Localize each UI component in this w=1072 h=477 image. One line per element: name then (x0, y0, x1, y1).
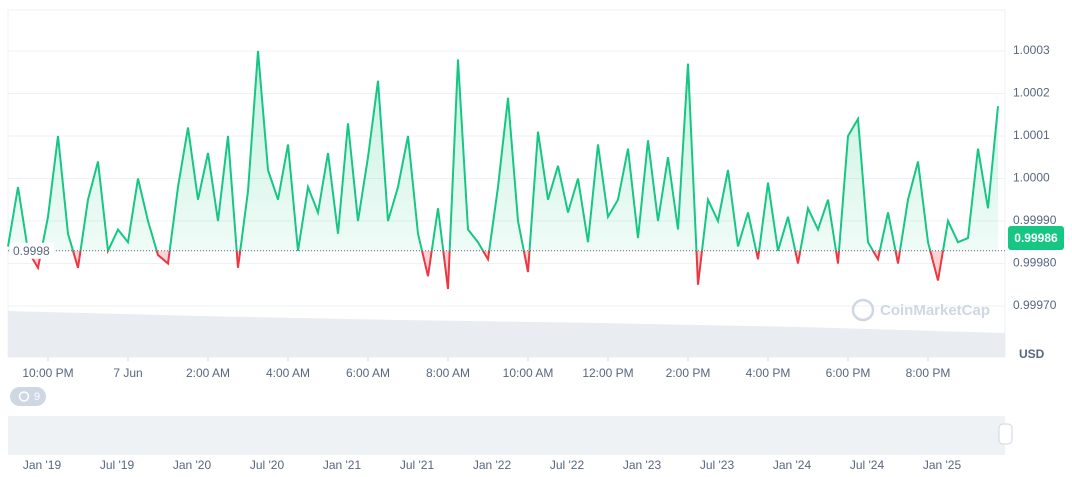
navigator-label: Jul '21 (400, 458, 435, 472)
navigator-label: Jan '24 (773, 458, 812, 472)
navigator-label: Jan '22 (473, 458, 512, 472)
navigator-label: Jul '20 (250, 458, 285, 472)
navigator-label: Jul '19 (100, 458, 135, 472)
watermark: CoinMarketCap (851, 298, 990, 322)
y-axis-label: USD (1019, 347, 1045, 361)
x-tick-label: 4:00 PM (746, 366, 791, 380)
y-tick-label: 0.99970 (1013, 298, 1057, 312)
navigator-label: Jul '22 (550, 458, 585, 472)
x-tick-label: 7 Jun (113, 366, 142, 380)
last-price-badge (1008, 226, 1064, 250)
x-tick-label: 2:00 AM (186, 366, 230, 380)
x-tick-label: 6:00 PM (826, 366, 871, 380)
x-tick-label: 12:00 PM (582, 366, 633, 380)
events-count: 9 (34, 391, 40, 403)
x-tick-label: 10:00 AM (503, 366, 554, 380)
navigator-label: Jan '23 (623, 458, 662, 472)
navigator-label: Jan '21 (323, 458, 362, 472)
plot: 1.0003 1.0002 1.0001 1.0000 0.99990 0.99980 0.… (7, 43, 1064, 380)
x-tick-label: 4:00 AM (266, 366, 310, 380)
x-tick-label: 8:00 PM (906, 366, 951, 380)
y-tick-label: 0.99980 (1013, 256, 1057, 270)
navigator-label: Jul '23 (700, 458, 735, 472)
last-price-label: 0.99986 (1014, 231, 1058, 245)
x-tick-label: 6:00 AM (346, 366, 390, 380)
navigator-label: Jan '19 (23, 458, 62, 472)
history-icon (18, 391, 30, 402)
x-tick-label: 2:00 PM (666, 366, 711, 380)
volume-area (8, 311, 1005, 357)
reference-label-bg (10, 242, 54, 259)
navigator-label: Jul '24 (850, 458, 885, 472)
y-tick-label: 1.0000 (1013, 171, 1050, 185)
x-tick-label: 8:00 AM (426, 366, 470, 380)
y-tick-label: 1.0001 (1013, 128, 1050, 142)
price-line-up (7, 50, 999, 251)
navigator-label: Jan '25 (923, 458, 962, 472)
navigator-labels: Jan '19 Jul '19 Jan '20 Jul '20 Jan '21 Jul '… (23, 458, 962, 472)
navigator-label: Jan '20 (173, 458, 212, 472)
watermark-text: CoinMarketCap (880, 302, 990, 319)
navigator-handle[interactable] (998, 423, 1013, 445)
y-tick-label: 1.0003 (1013, 43, 1050, 57)
x-tick-label: 10:00 PM (22, 366, 73, 380)
y-tick-label: 1.0002 (1013, 86, 1050, 100)
navigator[interactable] (8, 416, 1005, 455)
y-tick-label: 0.99990 (1013, 213, 1057, 227)
reference-label: 0.9998 (13, 244, 50, 258)
